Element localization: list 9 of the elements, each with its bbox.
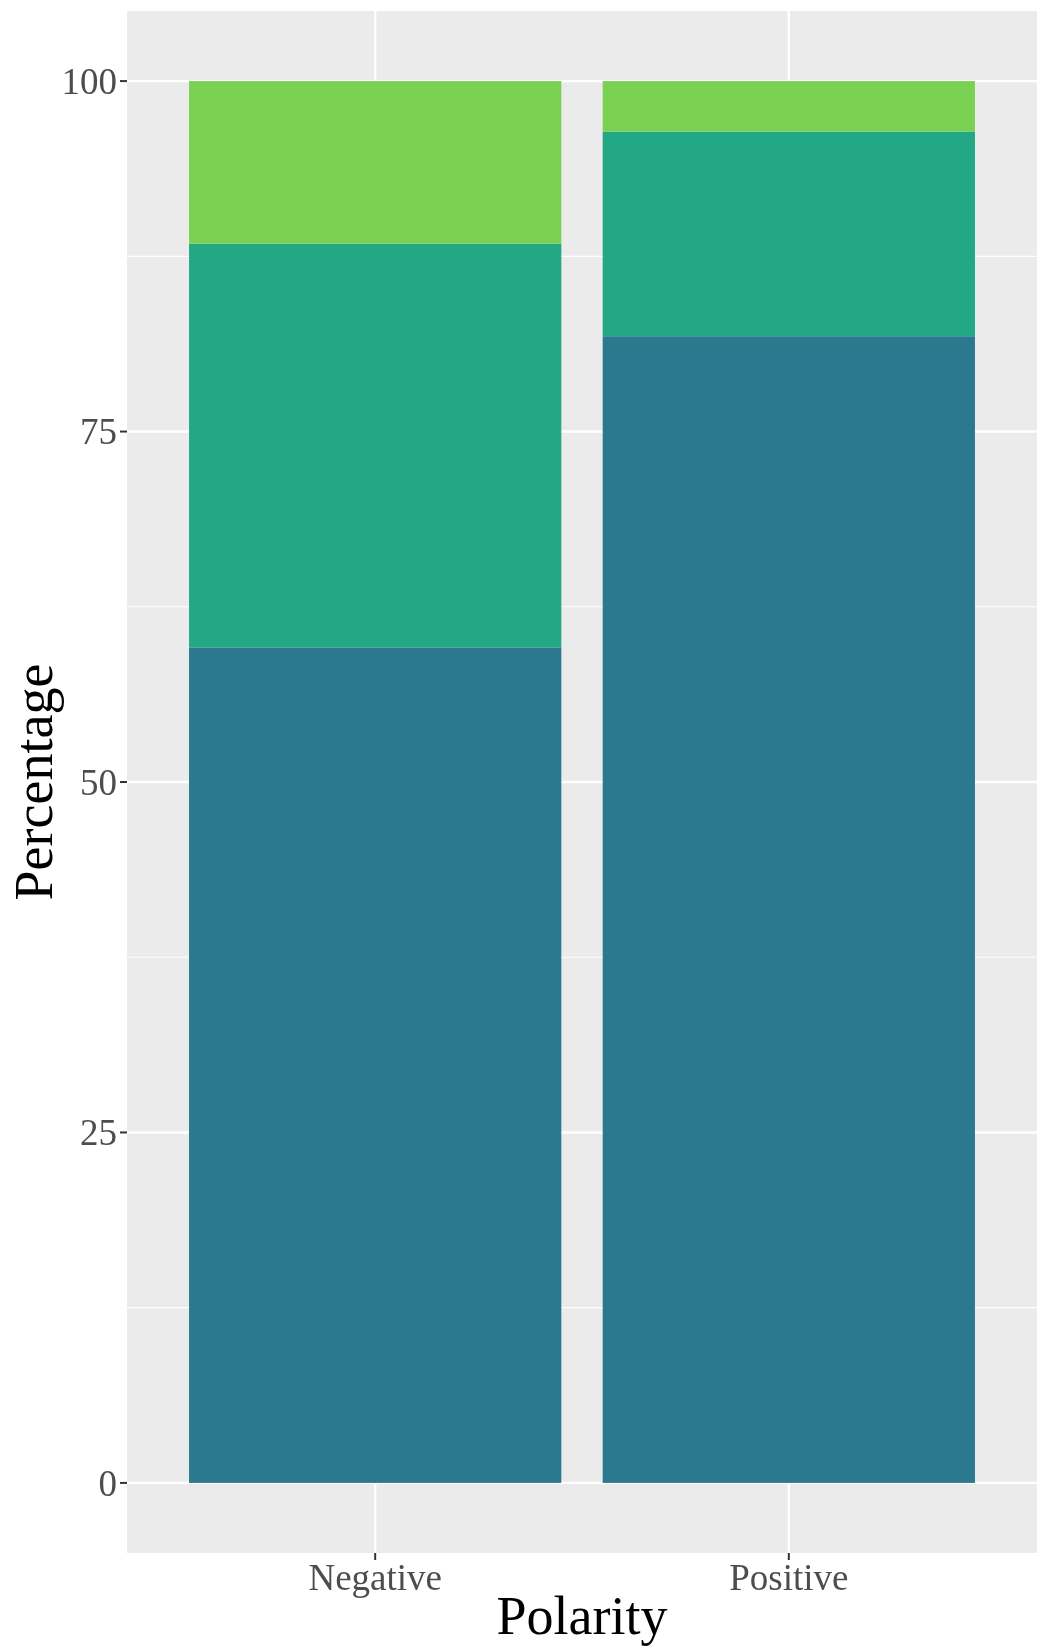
y-tick-label: 50 (80, 761, 117, 803)
y-tick-label: 75 (80, 411, 117, 453)
x-axis-title: Polarity (496, 1586, 668, 1646)
y-tick-label: 0 (98, 1462, 117, 1504)
y-tick-label: 100 (61, 61, 117, 103)
x-tick-label: Negative (308, 1557, 442, 1598)
y-axis-title: Percentage (4, 663, 64, 901)
y-tick-label: 25 (80, 1112, 117, 1154)
x-tick-label: Positive (729, 1557, 849, 1598)
